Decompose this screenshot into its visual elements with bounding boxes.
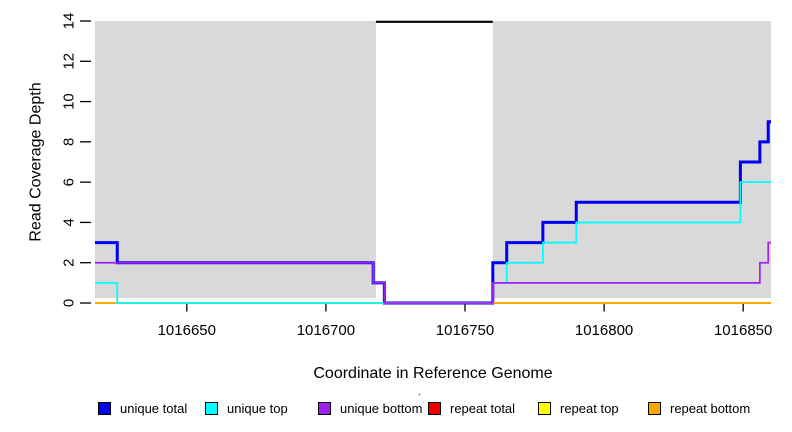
y-axis-tick-label: 0 xyxy=(61,299,78,307)
series-line-unique-bottom xyxy=(95,241,771,304)
x-axis-tick-label: 1016650 xyxy=(158,322,216,339)
y-axis-tick-label: 8 xyxy=(61,138,78,146)
y-axis-tick-label: 2 xyxy=(61,259,78,267)
x-axis-tick-label: 1016800 xyxy=(575,322,633,339)
x-axis-tick-label: 1016700 xyxy=(297,322,355,339)
stray-mark: ´ xyxy=(418,393,422,405)
x-axis-title: Coordinate in Reference Genome xyxy=(313,365,552,382)
x-axis-tick-label: 1016750 xyxy=(436,322,494,339)
masked-region xyxy=(375,21,493,298)
y-axis-tick-label: 14 xyxy=(61,13,78,30)
y-axis-title: Read Coverage Depth xyxy=(28,82,45,241)
y-axis-tick-label: 6 xyxy=(61,178,78,186)
y-axis-tick-label: 12 xyxy=(61,53,78,70)
series-line-unique-top xyxy=(95,181,771,304)
y-axis-tick-label: 4 xyxy=(61,218,78,226)
x-axis-tick-label: 1016850 xyxy=(714,322,772,339)
y-axis-tick-label: 10 xyxy=(61,93,78,110)
